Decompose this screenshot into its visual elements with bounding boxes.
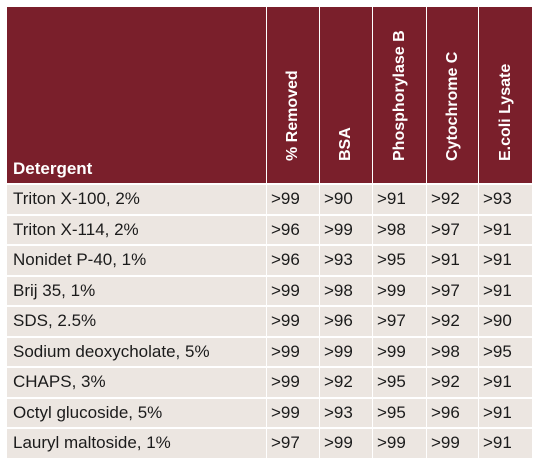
cell-percent-removed: >99 — [266, 335, 320, 368]
cell-phosphorylase-b: >99 — [372, 427, 427, 459]
cell-ecoli-lysate: >91 — [478, 396, 533, 429]
cell-ecoli-lysate: >95 — [478, 335, 533, 368]
header-detergent: Detergent — [6, 6, 267, 185]
cell-bsa: >99 — [319, 427, 373, 459]
detergent-removal-table-container: Detergent % Removed BSA Phosphorylase B … — [6, 6, 533, 459]
cell-cytochrome-c: >92 — [426, 366, 479, 398]
cell-bsa: >99 — [319, 213, 373, 246]
cell-cytochrome-c: >92 — [426, 183, 479, 215]
header-bsa: BSA — [319, 6, 373, 185]
cell-percent-removed: >99 — [266, 366, 320, 398]
row-detergent-name: Brij 35, 1% — [6, 274, 267, 307]
cell-ecoli-lysate: >91 — [478, 427, 533, 459]
header-bsa-label: BSA — [337, 127, 354, 161]
table-row: Triton X-100, 2% >99 >90 >91 >92 >93 — [6, 183, 533, 215]
row-detergent-name: Nonidet P-40, 1% — [6, 244, 267, 276]
cell-cytochrome-c: >92 — [426, 305, 479, 337]
cell-percent-removed: >97 — [266, 427, 320, 459]
cell-percent-removed: >96 — [266, 244, 320, 276]
row-detergent-name: SDS, 2.5% — [6, 305, 267, 337]
cell-percent-removed: >99 — [266, 274, 320, 307]
cell-ecoli-lysate: >91 — [478, 274, 533, 307]
cell-phosphorylase-b: >98 — [372, 213, 427, 246]
header-percent-removed-label: % Removed — [284, 70, 301, 161]
cell-phosphorylase-b: >99 — [372, 274, 427, 307]
row-detergent-name: CHAPS, 3% — [6, 366, 267, 398]
cell-percent-removed: >96 — [266, 213, 320, 246]
header-phosphorylase-b: Phosphorylase B — [372, 6, 427, 185]
cell-cytochrome-c: >97 — [426, 213, 479, 246]
cell-cytochrome-c: >91 — [426, 244, 479, 276]
table-row: CHAPS, 3% >99 >92 >95 >92 >91 — [6, 366, 533, 398]
table-row: Nonidet P-40, 1% >96 >93 >95 >91 >91 — [6, 244, 533, 276]
detergent-removal-table: Detergent % Removed BSA Phosphorylase B … — [6, 6, 533, 459]
header-ecoli-lysate: E.coli Lysate — [478, 6, 533, 185]
cell-phosphorylase-b: >95 — [372, 244, 427, 276]
row-detergent-name: Octyl glucoside, 5% — [6, 396, 267, 429]
header-row: Detergent % Removed BSA Phosphorylase B … — [6, 6, 533, 185]
header-phosphorylase-b-label: Phosphorylase B — [390, 30, 408, 161]
cell-ecoli-lysate: >91 — [478, 244, 533, 276]
row-detergent-name: Lauryl maltoside, 1% — [6, 427, 267, 459]
cell-phosphorylase-b: >97 — [372, 305, 427, 337]
header-percent-removed: % Removed — [266, 6, 320, 185]
cell-percent-removed: >99 — [266, 305, 320, 337]
cell-cytochrome-c: >96 — [426, 396, 479, 429]
row-detergent-name: Triton X-100, 2% — [6, 183, 267, 215]
cell-percent-removed: >99 — [266, 396, 320, 429]
cell-ecoli-lysate: >93 — [478, 183, 533, 215]
cell-ecoli-lysate: >90 — [478, 305, 533, 337]
cell-percent-removed: >99 — [266, 183, 320, 215]
table-row: Lauryl maltoside, 1% >97 >99 >99 >99 >91 — [6, 427, 533, 459]
cell-cytochrome-c: >97 — [426, 274, 479, 307]
cell-phosphorylase-b: >91 — [372, 183, 427, 215]
table-row: SDS, 2.5% >99 >96 >97 >92 >90 — [6, 305, 533, 337]
table-row: Octyl glucoside, 5% >99 >93 >95 >96 >91 — [6, 396, 533, 429]
header-cytochrome-c: Cytochrome C — [426, 6, 479, 185]
cell-bsa: >98 — [319, 274, 373, 307]
cell-bsa: >99 — [319, 335, 373, 368]
table-row: Sodium deoxycholate, 5% >99 >99 >99 >98 … — [6, 335, 533, 368]
cell-phosphorylase-b: >95 — [372, 396, 427, 429]
cell-bsa: >92 — [319, 366, 373, 398]
table-row: Triton X-114, 2% >96 >99 >98 >97 >91 — [6, 213, 533, 246]
cell-bsa: >96 — [319, 305, 373, 337]
table-row: Brij 35, 1% >99 >98 >99 >97 >91 — [6, 274, 533, 307]
cell-bsa: >93 — [319, 244, 373, 276]
cell-ecoli-lysate: >91 — [478, 366, 533, 398]
cell-cytochrome-c: >99 — [426, 427, 479, 459]
table-header: Detergent % Removed BSA Phosphorylase B … — [6, 6, 533, 185]
cell-bsa: >93 — [319, 396, 373, 429]
cell-ecoli-lysate: >91 — [478, 213, 533, 246]
row-detergent-name: Sodium deoxycholate, 5% — [6, 335, 267, 368]
cell-cytochrome-c: >98 — [426, 335, 479, 368]
header-ecoli-lysate-label: E.coli Lysate — [496, 63, 514, 161]
cell-phosphorylase-b: >99 — [372, 335, 427, 368]
cell-phosphorylase-b: >95 — [372, 366, 427, 398]
row-detergent-name: Triton X-114, 2% — [6, 213, 267, 246]
header-cytochrome-c-label: Cytochrome C — [443, 51, 461, 161]
table-body: Triton X-100, 2% >99 >90 >91 >92 >93 Tri… — [6, 183, 533, 459]
cell-bsa: >90 — [319, 183, 373, 215]
